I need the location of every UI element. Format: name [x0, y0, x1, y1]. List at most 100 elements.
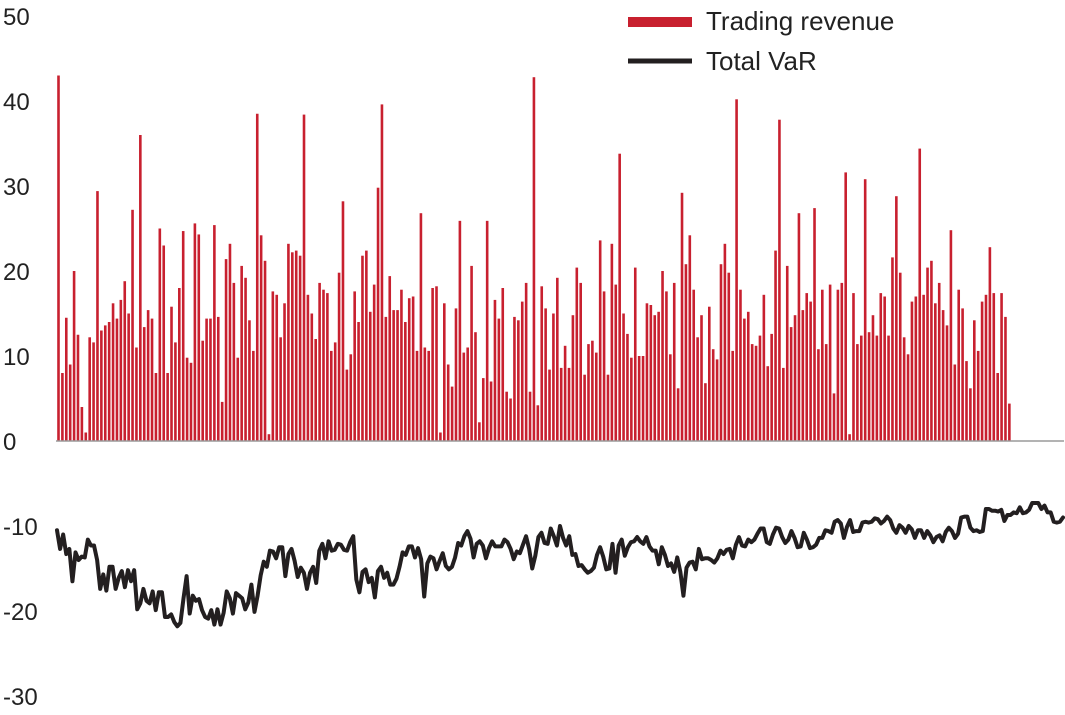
- revenue-bar: [181, 231, 185, 441]
- revenue-bar: [119, 299, 123, 441]
- revenue-bar: [392, 310, 395, 441]
- revenue-bar: [992, 293, 996, 441]
- revenue-bar: [770, 333, 773, 441]
- revenue-bar: [937, 282, 941, 441]
- revenue-bar: [240, 265, 243, 441]
- revenue-bar: [84, 432, 88, 441]
- revenue-bar: [318, 282, 321, 441]
- revenue-bar: [633, 267, 637, 441]
- revenue-bar: [637, 356, 641, 441]
- revenue-bar: [337, 272, 341, 441]
- revenue-bar: [326, 293, 329, 441]
- revenue-bar: [898, 272, 902, 441]
- revenue-bar: [867, 332, 871, 441]
- revenue-bar: [213, 225, 216, 441]
- revenue-bar: [563, 345, 567, 441]
- revenue-bar: [735, 99, 738, 442]
- revenue-bar: [657, 311, 660, 441]
- revenue-bar: [641, 356, 645, 441]
- revenue-bar: [478, 422, 481, 441]
- revenue-bar: [88, 337, 91, 441]
- revenue-bar: [548, 369, 551, 441]
- revenue-bar: [466, 347, 469, 441]
- revenue-bar: [349, 354, 353, 441]
- revenue-bar: [961, 308, 964, 441]
- revenue-bar: [665, 291, 668, 441]
- revenue-bar: [723, 243, 727, 441]
- revenue-bar: [832, 393, 836, 441]
- revenue-bar: [844, 172, 847, 441]
- revenue-bar: [415, 350, 419, 441]
- revenue-bar: [209, 318, 212, 441]
- revenue-bar: [216, 316, 220, 441]
- revenue-bar: [754, 345, 758, 441]
- revenue-bar: [704, 383, 707, 441]
- revenue-bar: [329, 350, 333, 441]
- revenue-bar: [879, 293, 883, 441]
- revenue-bar: [306, 294, 310, 441]
- revenue-bar: [731, 350, 734, 441]
- revenue-bar: [454, 308, 458, 441]
- revenue-bar: [871, 315, 875, 441]
- revenue-bar: [474, 332, 477, 441]
- revenue-bar: [365, 250, 368, 441]
- revenue-bar: [801, 310, 805, 441]
- revenue-bar: [614, 284, 618, 441]
- revenue-bar: [669, 354, 672, 441]
- revenue-bar: [859, 335, 863, 441]
- y-axis-ticks: 50 40 30 20 10 0 -10 -20 -30: [3, 4, 38, 711]
- revenue-bar: [341, 201, 345, 441]
- revenue-bar: [135, 347, 138, 441]
- revenue-bar: [653, 315, 657, 441]
- revenue-bar: [287, 243, 290, 441]
- revenue-bar: [228, 243, 232, 441]
- revenue-bar: [750, 344, 754, 441]
- revenue-bar: [481, 378, 485, 441]
- y-tick-label: 40: [3, 89, 30, 116]
- y-tick-label: 30: [3, 174, 30, 201]
- revenue-bar: [746, 311, 750, 441]
- revenue-bar: [450, 386, 454, 441]
- revenue-bar: [813, 208, 816, 441]
- revenue-bar: [267, 434, 271, 441]
- revenue-bar: [411, 296, 415, 441]
- revenue-bar: [973, 320, 976, 441]
- revenue-bar: [606, 374, 610, 441]
- y-tick-label: 0: [3, 429, 16, 456]
- revenue-bar: [505, 391, 508, 441]
- revenue-bar: [271, 291, 275, 441]
- revenue-bar: [146, 310, 150, 441]
- revenue-bar: [263, 260, 267, 441]
- revenue-bar: [80, 407, 84, 441]
- revenue-bar: [322, 289, 325, 441]
- revenue-bar: [610, 243, 614, 441]
- revenue-bar: [123, 281, 127, 441]
- revenue-bar: [622, 313, 625, 441]
- revenue-bar: [680, 192, 684, 441]
- revenue-bar: [774, 250, 777, 441]
- revenue-bar: [945, 325, 949, 441]
- revenue-bar: [423, 347, 427, 441]
- revenue-bar: [883, 296, 886, 441]
- revenue-bar: [532, 77, 536, 441]
- revenue-bar: [1000, 293, 1003, 441]
- revenue-bar: [649, 305, 653, 441]
- trading-revenue-bars: [57, 75, 1011, 442]
- revenue-bar: [793, 315, 797, 441]
- revenue-bar: [150, 318, 154, 441]
- revenue-bar: [895, 196, 898, 441]
- revenue-bar: [201, 340, 204, 441]
- revenue-bar: [953, 364, 957, 441]
- revenue-bar: [443, 303, 446, 441]
- revenue-bar: [76, 334, 80, 441]
- revenue-bar: [61, 373, 64, 441]
- revenue-bar: [762, 294, 766, 441]
- revenue-bar: [789, 327, 793, 441]
- revenue-bar: [232, 282, 236, 441]
- revenue-bar: [154, 373, 158, 441]
- revenue-bar: [782, 367, 785, 441]
- revenue-bar: [926, 267, 929, 441]
- revenue-bar: [797, 213, 801, 441]
- revenue-bar: [185, 357, 189, 441]
- revenue-bar: [446, 364, 450, 441]
